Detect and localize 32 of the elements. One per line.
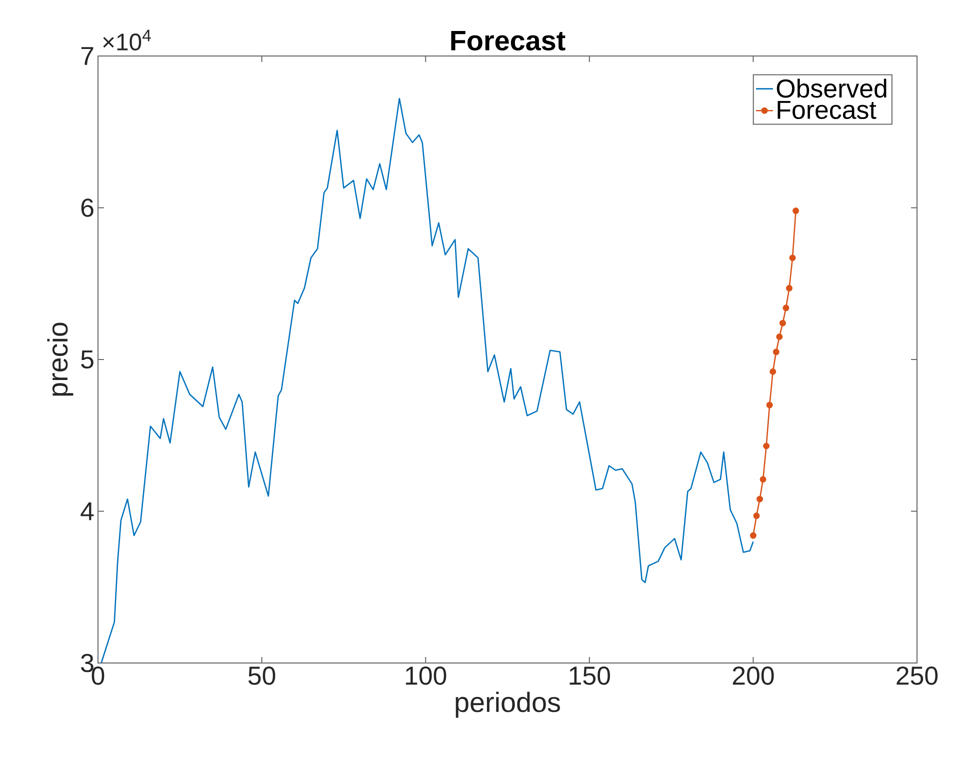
x-tick-label: 150 [570, 666, 610, 685]
text: ×10$^{4}$ [103, 30, 151, 50]
x-tick-label: 200 [732, 666, 774, 685]
point [776, 333, 783, 340]
point [779, 320, 786, 326]
y-tick-label: 6 [81, 198, 94, 217]
y-axis-title: precio [47, 322, 74, 396]
x-tick-label: 250 [896, 666, 938, 685]
point [772, 348, 780, 356]
point [753, 512, 760, 520]
y-tick-label: 7 [81, 47, 94, 65]
point [760, 476, 766, 483]
point [789, 254, 796, 262]
point [770, 368, 776, 375]
x-axis-title: periodos [456, 692, 560, 718]
point [782, 304, 790, 312]
chart-title: Forecast [451, 31, 566, 50]
point [763, 442, 770, 450]
y-tick-label: 5 [81, 350, 94, 369]
line-series [100, 98, 754, 663]
x-tick-label: 0 [92, 666, 104, 685]
point [756, 496, 764, 502]
legend-label: Observed [776, 78, 886, 98]
point [792, 208, 800, 214]
point [786, 284, 792, 292]
x-tick-label: 50 [248, 666, 276, 685]
y-tick-label: 3 [81, 654, 94, 672]
point [750, 532, 756, 539]
y-tick-label: 4 [80, 502, 94, 520]
legend-label: Forecast [778, 100, 876, 120]
point [766, 402, 773, 408]
x-tick-label: 100 [406, 666, 446, 685]
